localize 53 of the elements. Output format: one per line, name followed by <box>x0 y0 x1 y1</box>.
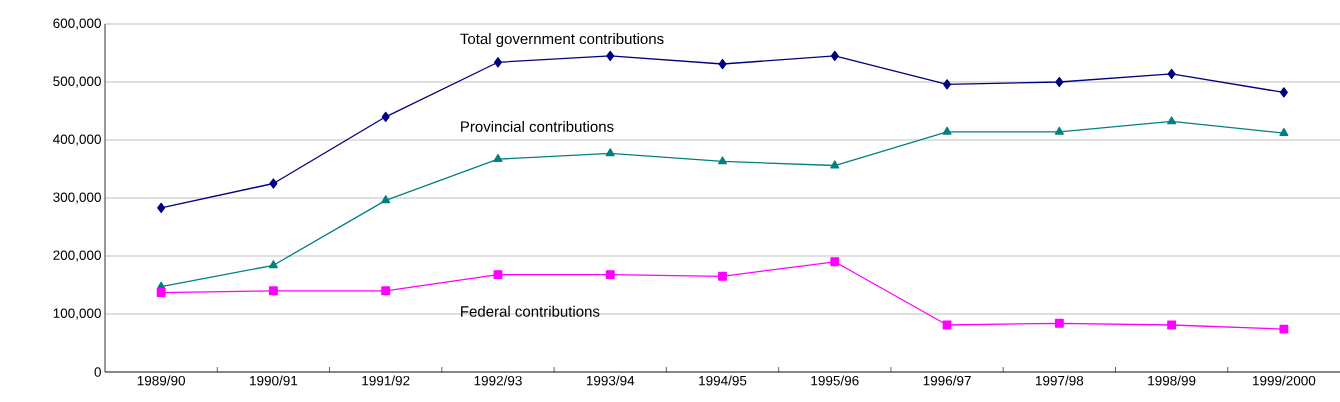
point <box>718 271 727 281</box>
x-tick-label: 1991/92 <box>362 375 410 386</box>
point <box>493 270 503 279</box>
x-tick-label: 1998/99 <box>1148 375 1196 386</box>
series-label: Total government contributions <box>460 33 664 48</box>
x-tick-label: 1990/91 <box>250 375 298 386</box>
point <box>718 58 727 70</box>
point <box>830 50 839 62</box>
y-tick-label: 400,000 <box>53 134 101 146</box>
point <box>1055 76 1064 88</box>
point <box>717 156 728 165</box>
point <box>1279 324 1289 334</box>
y-tick-label: 0 <box>94 367 101 377</box>
point <box>1054 318 1064 328</box>
point <box>605 270 615 279</box>
point <box>1279 87 1288 98</box>
point <box>156 288 166 297</box>
point <box>1167 116 1177 125</box>
point <box>157 202 166 213</box>
point <box>268 260 278 269</box>
y-tick-label: 200,000 <box>53 250 101 262</box>
x-tick-label: 1999/2000 <box>1253 375 1316 386</box>
y-tick-label: 500,000 <box>53 76 101 88</box>
series-label: Federal contributions <box>461 305 600 317</box>
point <box>381 111 390 122</box>
point <box>830 257 840 267</box>
point <box>1279 127 1289 136</box>
y-tick-label: 100,000 <box>53 308 101 320</box>
point <box>942 126 952 135</box>
point <box>269 178 278 189</box>
y-tick-label: 600,000 <box>53 18 101 30</box>
x-tick-label: 1994/95 <box>699 375 747 386</box>
point <box>943 79 952 90</box>
point <box>1167 68 1176 80</box>
y-tick-label: 300,000 <box>53 192 101 204</box>
point <box>830 160 840 169</box>
x-tick-label: 1996/97 <box>923 375 971 386</box>
point <box>381 195 391 204</box>
point <box>605 148 615 157</box>
series-label: Provincial contributions <box>461 120 614 132</box>
x-tick-label: 1997/98 <box>1035 375 1084 386</box>
point <box>493 154 503 163</box>
x-tick-label: 1995/96 <box>811 375 859 386</box>
point <box>942 320 952 330</box>
x-tick-label: 1989/90 <box>137 375 186 386</box>
point <box>606 50 615 62</box>
point <box>1054 126 1064 135</box>
point <box>268 286 278 296</box>
x-tick-label: 1993/94 <box>586 375 635 386</box>
x-tick-label: 1992/93 <box>474 375 522 386</box>
point <box>381 286 391 296</box>
point <box>1167 320 1177 330</box>
point <box>493 57 502 68</box>
